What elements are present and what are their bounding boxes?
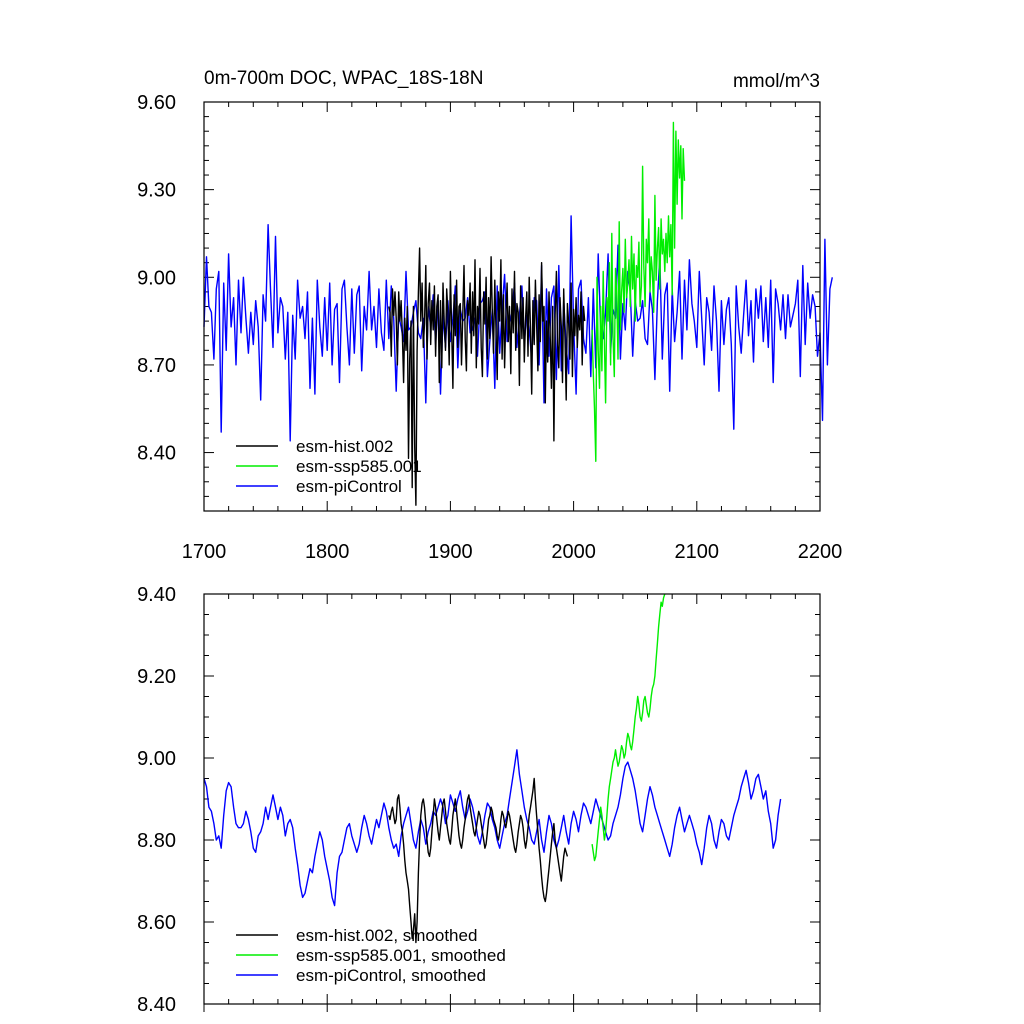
bottom-tick-labels: 8.40 8.60 8.80 9.00 9.20 9.40 [137,584,176,1016]
series-line-esm-hist-002 [388,247,586,506]
y-tick-label: 9.30 [137,180,176,202]
x-tick-label: 1700 [182,541,227,563]
y-tick-label: 9.20 [137,666,176,688]
x-tick-label: 2200 [798,541,843,563]
y-tick-label: 9.00 [137,748,176,770]
top-plot-frame [203,101,821,512]
y-tick-label: 8.70 [137,355,176,377]
top-ticks [203,101,821,512]
legend-label: esm-hist.002 [296,437,393,456]
legend-label: esm-piControl [296,477,402,496]
legend-label: esm-ssp585.001, smoothed [296,946,506,965]
series-line-esm-ssp585-001 [591,593,666,862]
y-tick-label: 8.40 [137,443,176,465]
top-panel: 0m-700m DOC, WPAC_18S-18N mmol/m^3 1700 1… [137,68,842,563]
y-tick-label: 8.60 [137,912,176,934]
bottom-series-lines [203,593,782,944]
x-tick-label: 2100 [675,541,720,563]
y-tick-label: 8.80 [137,830,176,852]
bottom-ticks [203,593,821,1012]
top-tick-labels: 1700 1800 1900 2000 2100 2200 8.40 8.70 9.00 9.30… [137,92,842,563]
series-line-esm-ssp585-001 [591,121,686,462]
y-tick-label: 8.40 [137,994,176,1016]
y-tick-label: 9.60 [137,92,176,114]
x-tick-label: 1800 [305,541,350,563]
units-label: mmol/m^3 [733,71,820,92]
series-line-esm-hist-002 [388,777,569,944]
top-series-lines [203,121,833,506]
legend-label: esm-piControl, smoothed [296,966,486,985]
y-tick-label: 9.40 [137,584,176,606]
chart-title: 0m-700m DOC, WPAC_18S-18N [204,68,483,89]
legend-label: esm-hist.002, smoothed [296,926,477,945]
y-tick-label: 9.00 [137,267,176,289]
series-line-esm-picontrol [203,749,782,907]
bottom-panel: 8.40 8.60 8.80 9.00 9.20 9.40 esm-hist.002, s… [137,584,821,1016]
legend-label: esm-ssp585.001 [296,457,422,476]
x-tick-label: 2000 [551,541,596,563]
x-tick-label: 1900 [428,541,473,563]
bottom-plot-frame [203,593,821,1005]
